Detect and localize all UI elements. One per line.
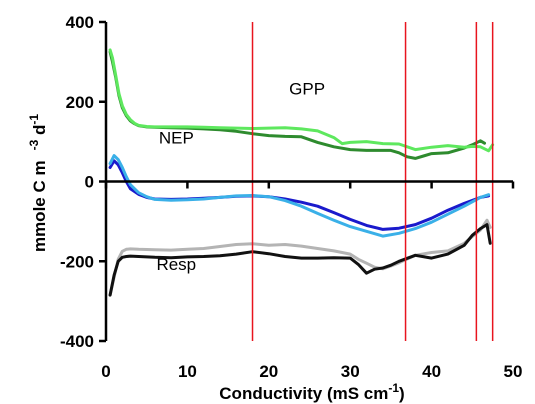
annotation-resp: Resp	[156, 255, 196, 274]
x-axis-title-close: )	[399, 384, 405, 403]
x-tick-label: 40	[422, 362, 441, 381]
x-tick-label: 30	[341, 362, 360, 381]
y-tick-label: -400	[60, 332, 94, 351]
y-axis-title-main: mmole C m	[30, 160, 49, 252]
series-line-6	[108, 223, 492, 297]
y-tick-label: 0	[85, 173, 94, 192]
x-tick-label: 20	[259, 362, 278, 381]
annotations: GPP NEP Resp	[156, 80, 325, 274]
x-tick-label: 10	[178, 362, 197, 381]
annotation-nep: NEP	[159, 129, 194, 148]
y-tick-label: 200	[66, 93, 94, 112]
x-axis-title-superscript: -1	[388, 381, 399, 395]
x-axis-title: Conductivity (mS cm-1)	[219, 381, 404, 403]
x-tick-label: 50	[504, 362, 523, 381]
x-axis-title-main: Conductivity (mS cm	[219, 384, 388, 403]
y-axis-title-superscript-2: -1	[27, 114, 41, 125]
series-line-3	[108, 159, 491, 231]
annotation-gpp: GPP	[289, 80, 325, 99]
series-line-5	[108, 218, 492, 297]
y-axis-title-superscript-1: -3	[27, 139, 41, 150]
y-tick-label: 400	[66, 13, 94, 32]
y-axis-title-mid: d	[30, 125, 49, 140]
x-tick-label: 0	[101, 362, 110, 381]
series-line-2	[108, 48, 495, 153]
series-line-4	[108, 154, 491, 238]
tick-labels: -400 -200 0 200 400 0 10 20 30 40 50	[60, 13, 522, 381]
axes	[99, 20, 515, 343]
y-tick-label: -200	[60, 252, 94, 271]
series-layer	[108, 48, 495, 297]
y-axis-title: mmole C m -3 d-1	[27, 114, 49, 252]
